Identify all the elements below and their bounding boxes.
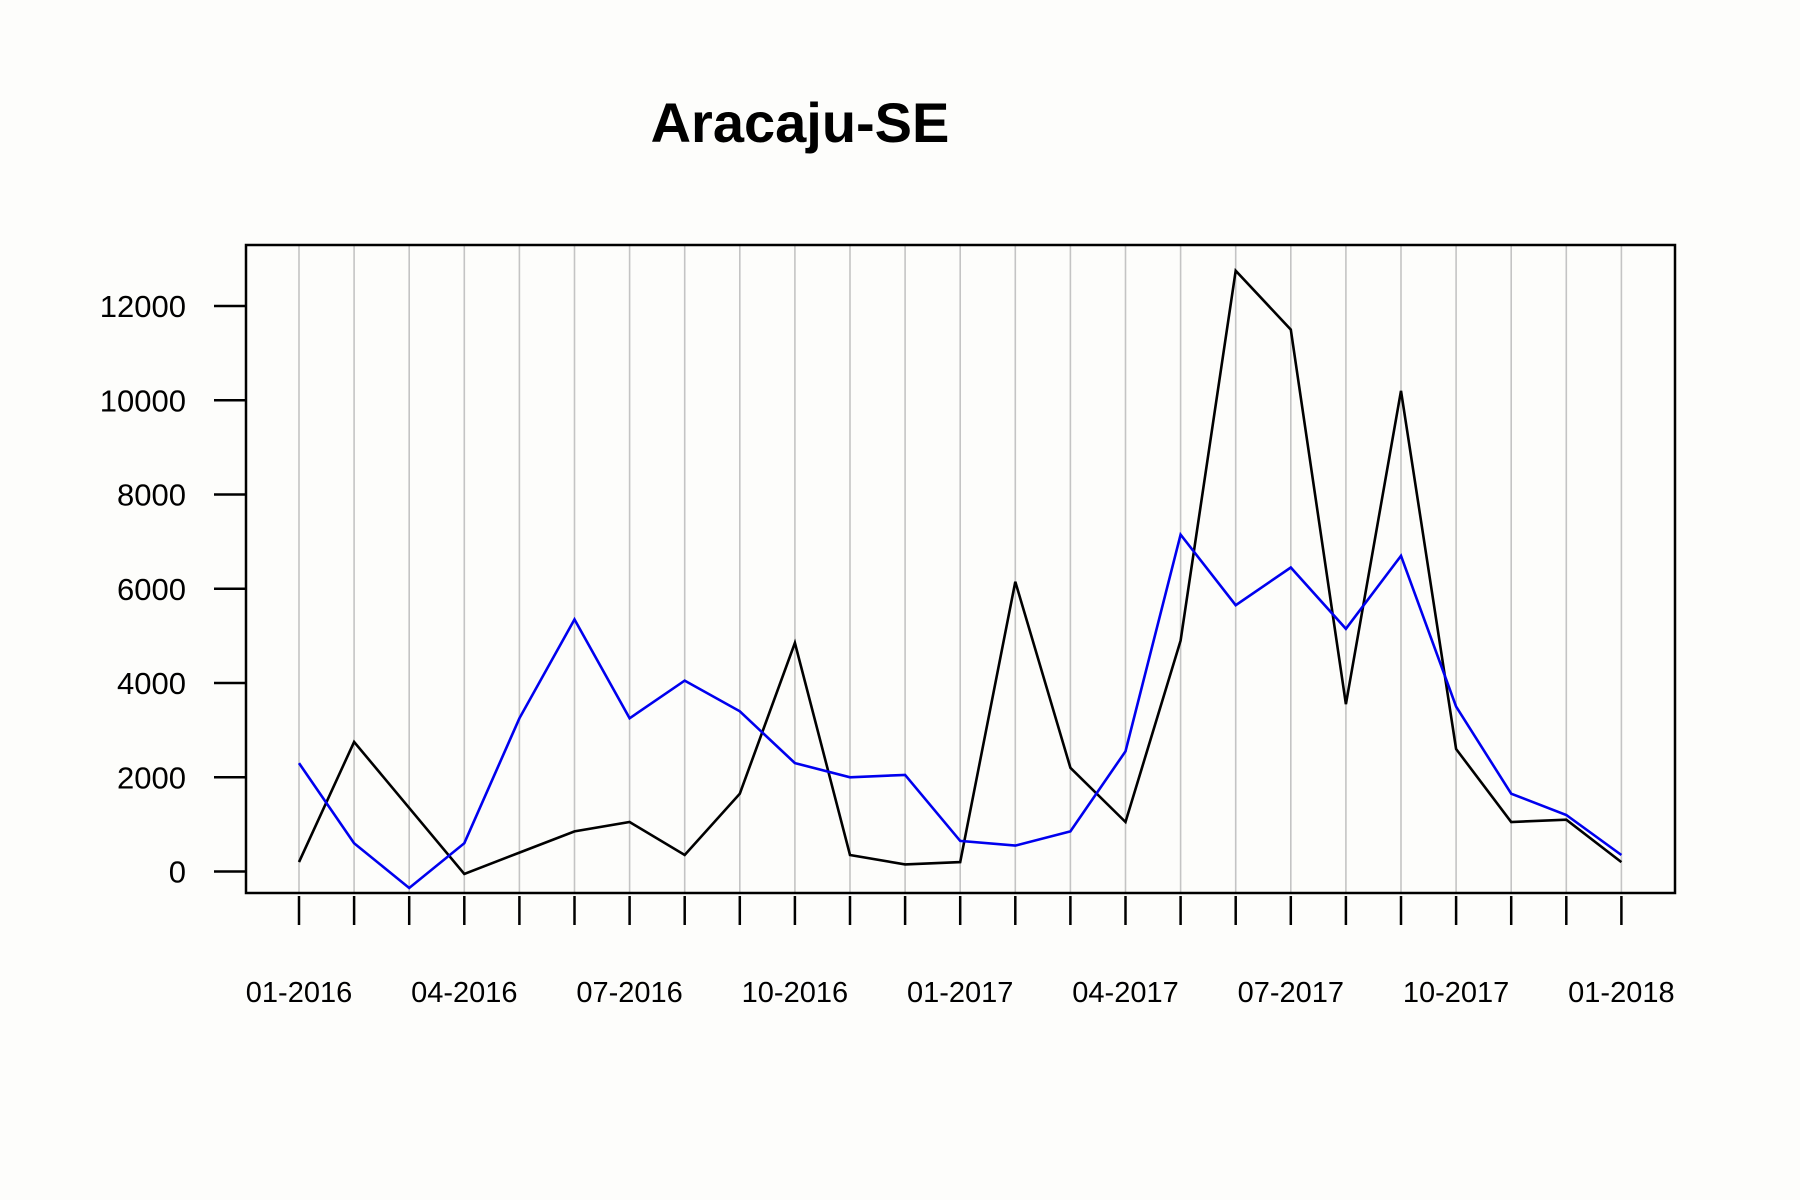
y-tick-label: 10000 [100, 383, 186, 418]
x-tick-label: 10-2016 [742, 977, 848, 1009]
y-tick-label: 12000 [100, 289, 186, 324]
x-tick-label: 01-2018 [1568, 977, 1674, 1009]
x-tick-label: 07-2016 [576, 977, 682, 1009]
vertical-gridlines [298, 245, 1623, 893]
x-tick-label: 10-2017 [1403, 977, 1509, 1009]
x-tick-label: 04-2016 [411, 977, 517, 1009]
series-lines [297, 267, 1623, 890]
x-tick-label: 01-2016 [246, 977, 352, 1009]
y-tick-label: 6000 [117, 572, 186, 607]
series-line-1 [297, 267, 1623, 876]
x-tick-label: 04-2017 [1072, 977, 1178, 1009]
series-line-2 [297, 531, 1623, 890]
y-tick-label: 2000 [117, 760, 186, 795]
x-tick-label: 01-2017 [907, 977, 1013, 1009]
y-tick-label: 8000 [117, 478, 186, 513]
chart-title: Aracaju-SE [651, 91, 950, 154]
y-tick-label: 4000 [117, 666, 186, 701]
x-tick-label: 07-2017 [1238, 977, 1344, 1009]
y-tick-label: 0 [169, 855, 186, 890]
x-axis: 01-2016 04-2016 07-2016 10-2016 01-2017 04-20… [246, 896, 1675, 1009]
plot-frame [244, 243, 1677, 895]
y-axis: 0 2000 4000 6000 8000 10000 12000 [100, 289, 246, 890]
